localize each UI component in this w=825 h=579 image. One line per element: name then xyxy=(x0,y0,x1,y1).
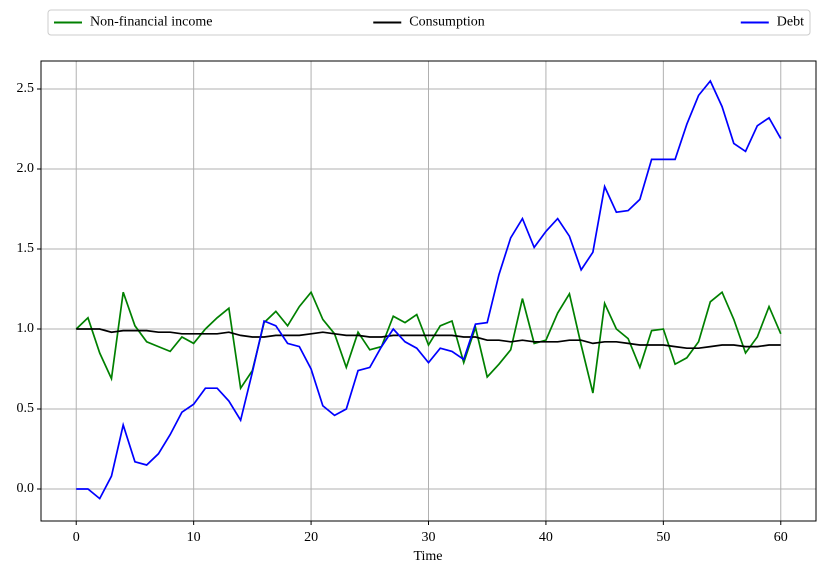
y-tick-label: 0.5 xyxy=(17,401,35,416)
x-tick-label: 40 xyxy=(539,530,553,545)
x-tick-label: 50 xyxy=(656,530,670,545)
legend-label: Consumption xyxy=(409,15,484,30)
x-tick-label: 10 xyxy=(187,530,201,545)
plot-frame xyxy=(40,60,817,522)
y-tick-label: 2.0 xyxy=(17,161,35,176)
y-tick-label: 1.5 xyxy=(17,241,35,256)
x-tick-label: 30 xyxy=(422,530,436,545)
y-tick-label: 2.5 xyxy=(17,81,35,96)
data-line xyxy=(75,290,782,394)
legend-label: Non-financial income xyxy=(90,15,212,30)
data-line xyxy=(76,79,782,500)
x-axis-label: Time xyxy=(413,549,442,564)
legend-box xyxy=(47,9,811,36)
y-tick-label: 0.0 xyxy=(17,481,35,496)
legend-label: Debt xyxy=(777,15,804,30)
x-tick-label: 0 xyxy=(73,530,80,545)
y-tick-label: 1.0 xyxy=(17,321,35,336)
x-tick-label: 60 xyxy=(774,530,788,545)
data-line xyxy=(76,328,781,350)
x-tick-label: 20 xyxy=(304,530,318,545)
